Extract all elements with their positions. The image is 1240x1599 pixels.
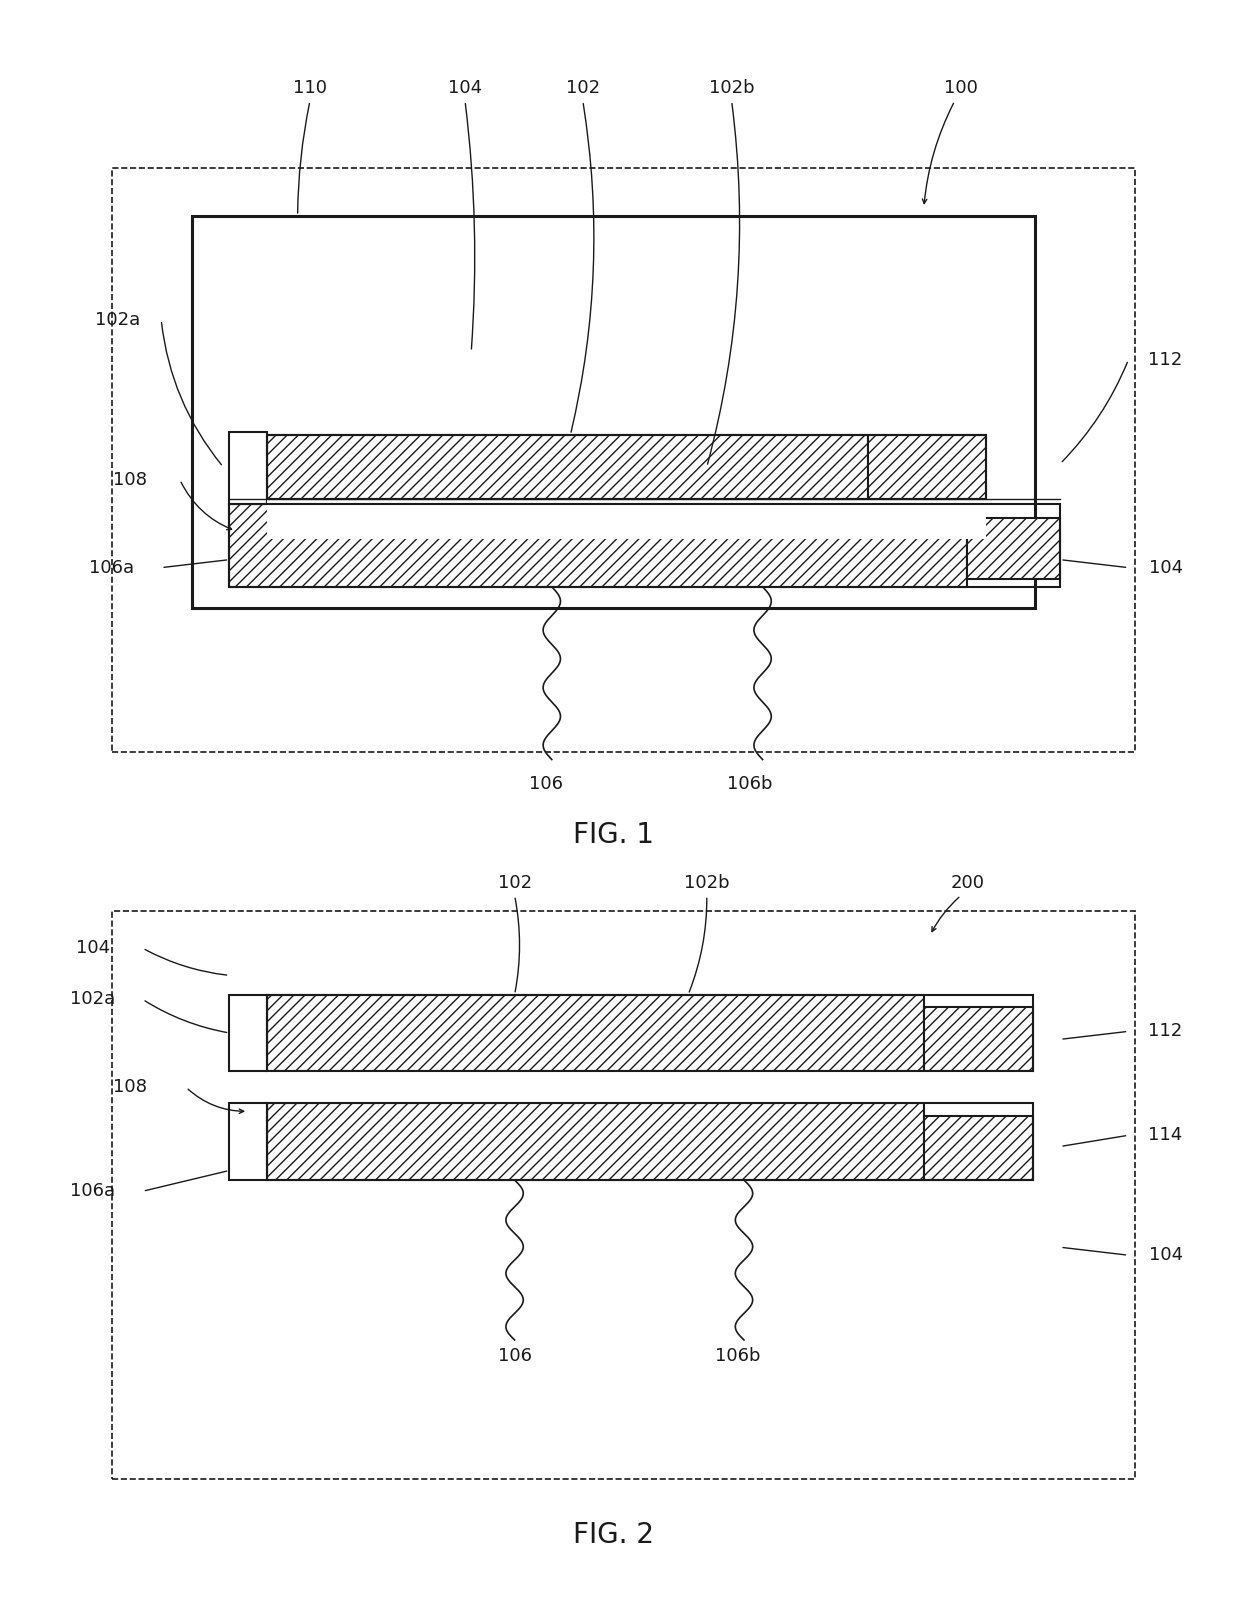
Text: 102: 102 (497, 873, 532, 892)
Bar (229, 1103, 267, 1180)
Text: 106b: 106b (715, 1346, 760, 1366)
Text: 106: 106 (528, 774, 563, 793)
Bar (229, 432, 267, 504)
Bar (267, 995, 924, 1071)
Bar (868, 435, 986, 499)
Bar (967, 518, 1060, 579)
Bar (112, 168, 1135, 752)
Text: 112: 112 (1148, 1022, 1183, 1041)
Bar (229, 995, 267, 1071)
Text: 108: 108 (113, 470, 148, 489)
Text: 104: 104 (1148, 1246, 1183, 1265)
Text: 106: 106 (497, 1346, 532, 1366)
Bar (229, 504, 1060, 587)
Bar (267, 435, 868, 499)
Text: 110: 110 (293, 78, 327, 98)
Bar (112, 911, 1135, 1479)
Bar (267, 499, 986, 539)
Bar (267, 435, 986, 499)
Bar (267, 1103, 924, 1180)
Text: 108: 108 (113, 1078, 148, 1097)
Bar (267, 499, 986, 550)
Text: 112: 112 (1148, 350, 1183, 369)
Bar (192, 216, 1035, 608)
Text: 102: 102 (565, 78, 600, 98)
Text: FIG. 1: FIG. 1 (573, 820, 655, 849)
Text: 106a: 106a (71, 1182, 115, 1201)
Text: 104: 104 (76, 939, 110, 958)
Text: 102a: 102a (71, 990, 115, 1009)
Bar (924, 1007, 1033, 1071)
Bar (267, 1071, 1033, 1103)
Bar (229, 504, 967, 587)
Text: 104: 104 (448, 78, 482, 98)
Text: 102b: 102b (684, 873, 729, 892)
Text: 102a: 102a (95, 310, 140, 329)
Text: 200: 200 (950, 873, 985, 892)
Text: 106a: 106a (89, 558, 134, 577)
Text: FIG. 2: FIG. 2 (573, 1521, 655, 1549)
Bar (267, 1103, 1033, 1180)
Bar (267, 995, 1033, 1071)
Bar (924, 1116, 1033, 1180)
Text: 106b: 106b (728, 774, 773, 793)
Text: 100: 100 (944, 78, 978, 98)
Text: 114: 114 (1148, 1126, 1183, 1145)
Text: 102b: 102b (709, 78, 754, 98)
Text: 104: 104 (1148, 558, 1183, 577)
